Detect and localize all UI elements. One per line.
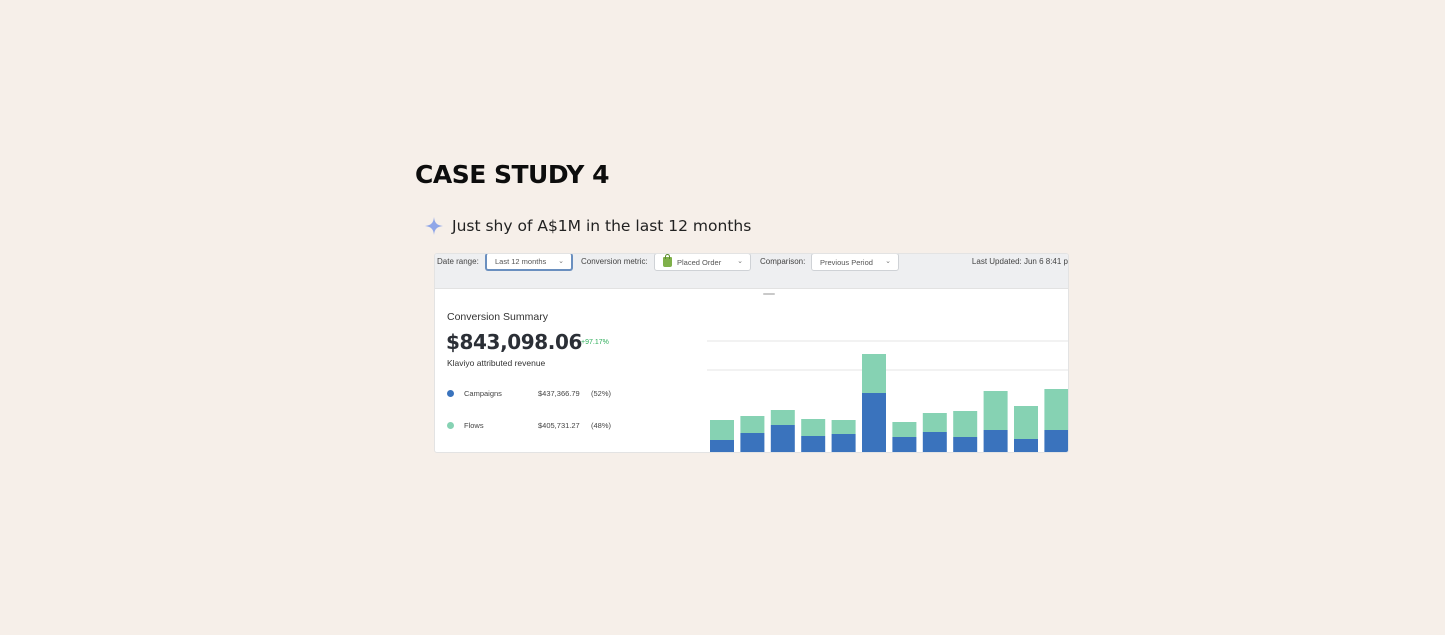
bar-campaigns-8[interactable] bbox=[922, 432, 947, 453]
bar-flows-5[interactable] bbox=[831, 420, 856, 434]
date-range-select[interactable]: Last 12 months ⌄ bbox=[485, 254, 573, 271]
bar-flows-6[interactable] bbox=[862, 354, 886, 393]
revenue-bar-chart bbox=[707, 340, 1068, 453]
bar-flows-12[interactable] bbox=[1044, 389, 1068, 430]
bar-flows-11[interactable] bbox=[1014, 406, 1038, 439]
bar-campaigns-9[interactable] bbox=[953, 437, 978, 453]
date-range-value: Last 12 months bbox=[495, 257, 547, 266]
bar-flows-10[interactable] bbox=[983, 391, 1008, 430]
bar-flows-9[interactable] bbox=[953, 411, 978, 437]
legend-amount: $405,731.27 bbox=[538, 421, 580, 430]
bar-campaigns-11[interactable] bbox=[1014, 439, 1038, 453]
date-range-label: Date range: bbox=[437, 257, 479, 266]
legend-name: Campaigns bbox=[464, 389, 502, 398]
legend-amount: $437,366.79 bbox=[538, 389, 580, 398]
page-heading: CASE STUDY 4 bbox=[415, 160, 609, 189]
comparison-label: Comparison: bbox=[760, 257, 806, 266]
drag-handle[interactable] bbox=[763, 293, 775, 295]
dashboard-screenshot: Date range: Last 12 months ⌄ Conversion … bbox=[434, 253, 1069, 453]
conversion-metric-label: Conversion metric: bbox=[581, 257, 648, 266]
bar-campaigns-6[interactable] bbox=[862, 393, 886, 453]
subline-text: Just shy of A$1M in the last 12 months bbox=[452, 217, 752, 235]
bar-campaigns-1[interactable] bbox=[710, 440, 734, 453]
chevron-down-icon: ⌄ bbox=[737, 258, 743, 265]
comparison-select[interactable]: Previous Period ⌄ bbox=[811, 254, 899, 271]
change-badge: +97.17% bbox=[581, 339, 609, 346]
legend-name: Flows bbox=[464, 421, 484, 430]
bar-campaigns-4[interactable] bbox=[801, 436, 826, 453]
chevron-down-icon: ⌄ bbox=[885, 258, 891, 265]
bar-campaigns-12[interactable] bbox=[1044, 430, 1068, 453]
conversion-summary-title: Conversion Summary bbox=[447, 311, 548, 323]
subline: Just shy of A$1M in the last 12 months bbox=[424, 216, 751, 236]
legend-campaigns: Campaigns $437,366.79 (52%) bbox=[447, 389, 611, 398]
bar-campaigns-3[interactable] bbox=[770, 425, 795, 453]
comparison-value: Previous Period bbox=[820, 257, 873, 267]
legend-percent: (52%) bbox=[591, 389, 612, 398]
legend-flows: Flows $405,731.27 (48%) bbox=[447, 421, 611, 430]
bar-campaigns-5[interactable] bbox=[831, 434, 856, 453]
bar-flows-3[interactable] bbox=[770, 410, 795, 425]
shopify-icon bbox=[663, 254, 672, 267]
bar-flows-8[interactable] bbox=[922, 413, 947, 432]
sparkle-icon bbox=[425, 217, 443, 235]
conversion-metric-select[interactable]: Placed Order ⌄ bbox=[654, 254, 751, 271]
total-revenue: $843,098.06 bbox=[446, 330, 583, 354]
bar-flows-1[interactable] bbox=[710, 420, 734, 440]
campaigns-dot bbox=[447, 390, 454, 397]
filter-toolbar: Date range: Last 12 months ⌄ Conversion … bbox=[435, 254, 1068, 289]
bar-campaigns-7[interactable] bbox=[892, 437, 917, 453]
bar-campaigns-2[interactable] bbox=[740, 433, 765, 453]
last-updated: Last Updated: Jun 6 8:41 p bbox=[971, 257, 1068, 266]
chevron-down-icon: ⌄ bbox=[558, 258, 564, 265]
flows-dot bbox=[447, 422, 454, 429]
bar-flows-2[interactable] bbox=[740, 416, 765, 433]
legend-percent: (48%) bbox=[591, 421, 612, 430]
bar-flows-4[interactable] bbox=[801, 419, 826, 436]
revenue-sublabel: Klaviyo attributed revenue bbox=[447, 358, 546, 368]
bar-campaigns-10[interactable] bbox=[983, 430, 1008, 453]
bar-flows-7[interactable] bbox=[892, 422, 917, 437]
conversion-metric-value: Placed Order bbox=[677, 257, 722, 267]
